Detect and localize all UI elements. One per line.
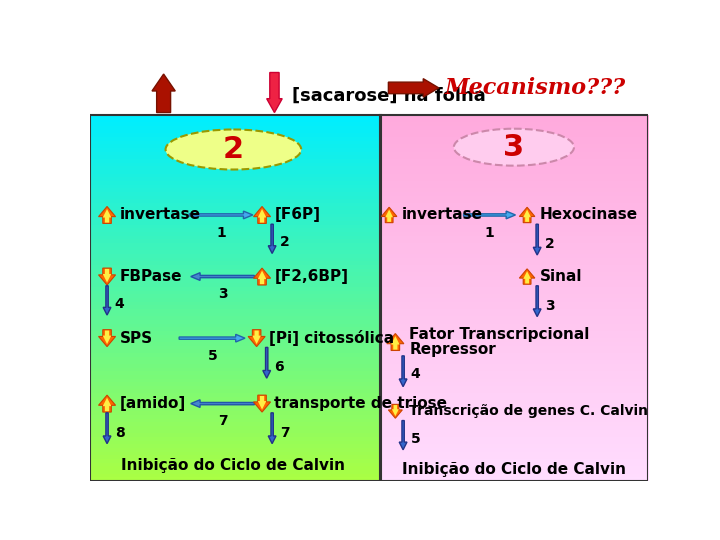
FancyArrow shape <box>191 273 254 280</box>
Polygon shape <box>248 330 265 347</box>
Polygon shape <box>99 330 116 347</box>
FancyArrow shape <box>266 72 282 112</box>
FancyArrow shape <box>152 74 175 112</box>
Polygon shape <box>253 330 261 344</box>
Text: [amido]: [amido] <box>120 396 186 411</box>
Ellipse shape <box>454 129 574 166</box>
Text: 4: 4 <box>114 296 125 310</box>
Text: transporte de triose: transporte de triose <box>274 396 447 411</box>
Polygon shape <box>523 271 531 284</box>
Text: Hexocinase: Hexocinase <box>539 207 638 222</box>
Polygon shape <box>519 269 535 284</box>
Text: [sacarose] na folha: [sacarose] na folha <box>292 86 485 105</box>
Text: 7: 7 <box>280 426 289 440</box>
Text: 2: 2 <box>545 237 554 251</box>
Text: 5: 5 <box>207 349 217 363</box>
Text: 3: 3 <box>217 287 228 301</box>
Text: 1: 1 <box>216 226 226 240</box>
FancyArrow shape <box>269 224 276 253</box>
FancyArrow shape <box>534 286 541 316</box>
FancyArrow shape <box>103 286 111 315</box>
Text: SPS: SPS <box>120 330 153 346</box>
Text: Transcrição de genes C. Calvin: Transcrição de genes C. Calvin <box>409 404 648 418</box>
Polygon shape <box>99 268 116 285</box>
Text: 4: 4 <box>411 367 420 381</box>
Text: invertase: invertase <box>120 207 200 222</box>
Polygon shape <box>382 207 397 222</box>
Ellipse shape <box>166 130 301 170</box>
Text: 3: 3 <box>545 299 554 313</box>
Polygon shape <box>258 271 266 284</box>
FancyArrow shape <box>388 79 438 97</box>
Text: 3: 3 <box>503 133 524 161</box>
Text: invertase: invertase <box>402 207 482 222</box>
Text: 6: 6 <box>274 360 284 374</box>
FancyArrow shape <box>263 347 271 378</box>
FancyArrow shape <box>534 224 541 255</box>
Text: 1: 1 <box>485 226 494 240</box>
Polygon shape <box>103 397 112 411</box>
Polygon shape <box>253 395 271 412</box>
Polygon shape <box>391 336 400 349</box>
Polygon shape <box>103 330 112 344</box>
FancyArrow shape <box>191 400 254 408</box>
Text: Fator Transcripcional: Fator Transcripcional <box>409 327 590 342</box>
Text: 8: 8 <box>114 426 125 440</box>
Polygon shape <box>392 405 399 416</box>
Polygon shape <box>385 210 393 222</box>
Polygon shape <box>99 206 116 224</box>
Polygon shape <box>253 206 271 224</box>
FancyArrow shape <box>464 211 516 219</box>
Text: Inibição do Ciclo de Calvin: Inibição do Ciclo de Calvin <box>122 458 346 472</box>
Text: 2: 2 <box>280 235 289 249</box>
FancyArrow shape <box>399 421 407 450</box>
Text: FBPase: FBPase <box>120 269 182 284</box>
FancyArrow shape <box>103 413 111 444</box>
Text: [F6P]: [F6P] <box>274 207 320 222</box>
Text: Mecanismo???: Mecanismo??? <box>445 77 626 99</box>
FancyArrow shape <box>179 334 245 342</box>
Polygon shape <box>519 207 535 222</box>
Text: 7: 7 <box>217 414 228 428</box>
Polygon shape <box>103 269 112 282</box>
FancyArrow shape <box>189 211 253 219</box>
Polygon shape <box>253 268 271 285</box>
FancyArrow shape <box>269 413 276 444</box>
Polygon shape <box>388 404 402 418</box>
Polygon shape <box>258 209 266 222</box>
Text: Inibição do Ciclo de Calvin: Inibição do Ciclo de Calvin <box>402 462 626 477</box>
Text: 2: 2 <box>222 135 244 164</box>
Text: [Pi] citossólica: [Pi] citossólica <box>269 330 394 346</box>
Polygon shape <box>258 396 266 409</box>
Polygon shape <box>99 395 116 412</box>
Text: Sinal: Sinal <box>539 269 582 284</box>
Bar <box>380 115 648 481</box>
Text: Repressor: Repressor <box>409 342 496 357</box>
Text: [F2,6BP]: [F2,6BP] <box>274 269 348 284</box>
Polygon shape <box>103 209 112 222</box>
FancyArrow shape <box>399 356 407 387</box>
Bar <box>90 115 381 481</box>
Polygon shape <box>523 210 531 222</box>
Polygon shape <box>387 334 404 350</box>
Text: 5: 5 <box>411 432 420 446</box>
